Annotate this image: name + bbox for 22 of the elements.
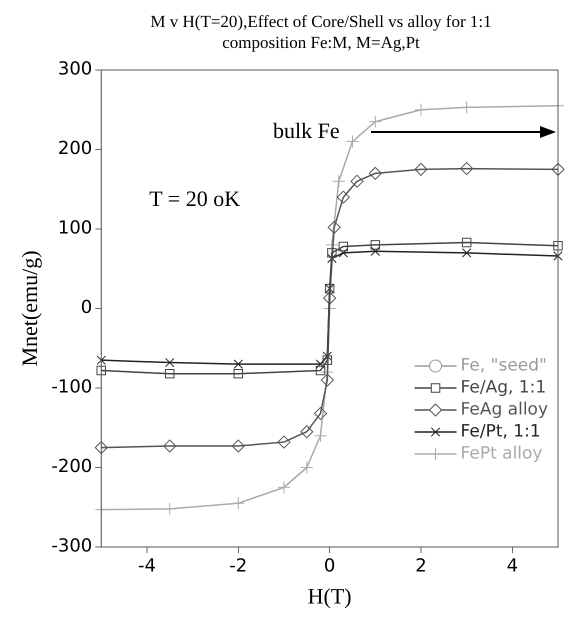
legend-label: FeAg alloy [460,399,548,420]
x-tick-label: -4 [138,555,156,576]
y-tick-label: 0 [80,297,92,318]
x-tick-label: 4 [506,555,518,576]
x-tick-label: -2 [229,555,248,576]
y-tick-label: 300 [58,58,92,80]
y-tick-label: 100 [58,218,92,239]
y-tick-label: 200 [58,138,92,160]
annotation: T = 20 oK [149,186,240,211]
x-axis-title: H(T) [308,584,352,609]
chart-title: M v H(T=20),Effect of Core/Shell vs alloy for 1:1 composition Fe:M, M=Ag,Pt [150,12,492,52]
legend-label: FePt alloy [460,443,543,464]
legend-label: Fe/Pt, 1:1 [460,421,541,442]
legend-label: Fe, "seed" [460,355,547,376]
legend-label: Fe/Ag, 1:1 [460,377,546,398]
y-tick-label: -100 [51,376,92,398]
x-tick-label: 2 [415,555,427,576]
y-axis-title: Mnet(emu/g) [16,250,42,367]
annotation: bulk Fe [273,118,340,143]
x-tick-label: 0 [324,555,336,576]
y-tick-label: -300 [51,536,92,557]
y-tick-label: -200 [51,456,92,478]
